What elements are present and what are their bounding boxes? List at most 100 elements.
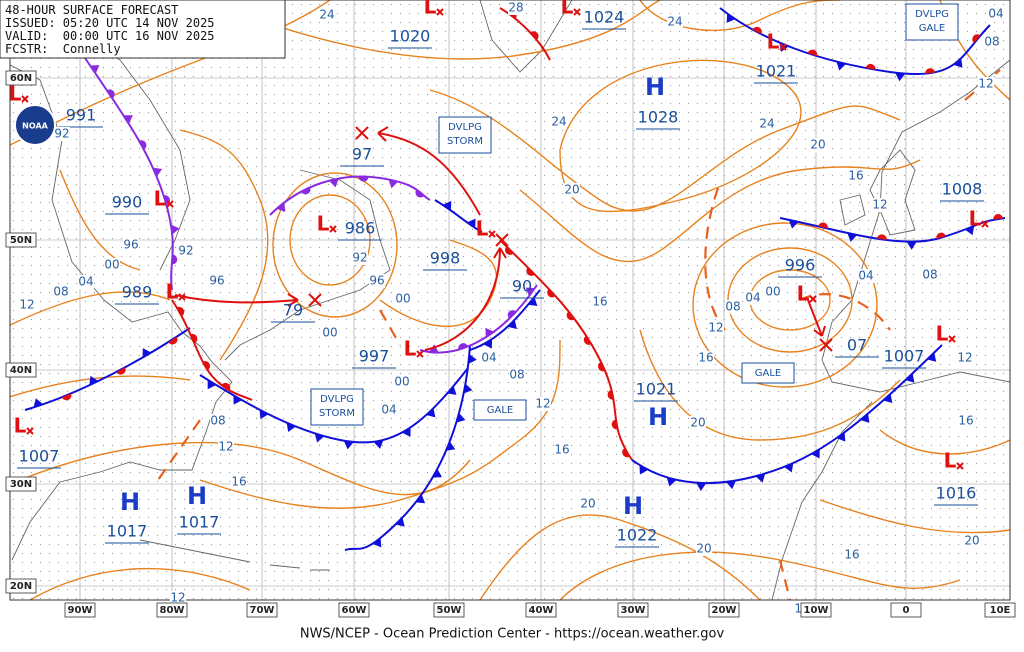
front-triangle — [447, 385, 457, 395]
front-triangle — [442, 201, 452, 211]
pressure-label: 79 — [283, 301, 303, 320]
coastlines — [10, 0, 1010, 600]
low-position — [495, 233, 509, 247]
longitude-label: 90W — [68, 605, 93, 616]
low-x — [26, 427, 34, 435]
pressure-label: 1021 — [756, 62, 797, 81]
low-x — [573, 8, 581, 16]
front-triangle — [883, 393, 893, 404]
pressure-center: H 1028 — [636, 73, 680, 130]
front-triangle — [726, 13, 736, 23]
front-triangle — [895, 72, 906, 82]
longitude-label: 70W — [250, 605, 275, 616]
isobar-label: 20 — [690, 416, 705, 430]
pressure-label: 989 — [122, 283, 153, 302]
isobar-label-bg — [848, 169, 864, 183]
front-triangle — [755, 473, 766, 483]
warning-box — [741, 362, 795, 384]
front-semicircle — [139, 140, 147, 150]
pressure-label: 1017 — [179, 513, 220, 532]
isobar-label-bg — [509, 368, 525, 382]
logo-text: NOAA — [22, 122, 48, 131]
isobar-label: 12 — [957, 351, 972, 365]
low-position — [819, 338, 833, 352]
front-triangle — [639, 465, 649, 475]
warning: DVLPG STORM — [310, 388, 364, 426]
front-semicircle — [221, 382, 231, 391]
front-triangle — [466, 218, 476, 229]
low-x — [416, 350, 424, 358]
front-semicircle — [202, 361, 211, 371]
front-triangle — [432, 468, 442, 478]
pressure-label: 1022 — [617, 526, 658, 545]
front-triangle — [142, 348, 152, 358]
isobar-label-bg — [964, 534, 980, 548]
isobar-label: 20 — [810, 138, 825, 152]
isobar-label-bg — [844, 548, 860, 562]
front-triangle — [446, 441, 456, 451]
front-triangle — [343, 440, 354, 450]
pressure-center: L 1016 — [934, 449, 978, 506]
front-triangle — [726, 480, 737, 490]
low-x — [981, 220, 989, 228]
isobar-label-bg — [696, 542, 712, 556]
warning-text: DVLPG STORM — [319, 394, 355, 419]
isobar-label-bg — [984, 35, 1000, 49]
low-symbol: L — [969, 207, 982, 231]
isobar-label-bg — [988, 7, 1004, 21]
front-stat — [779, 214, 1006, 250]
front-line — [631, 344, 943, 485]
front-triangle — [286, 422, 296, 433]
isobar-label: 12 — [535, 397, 550, 411]
longitude-label: 0 — [903, 605, 910, 616]
low-x — [436, 8, 444, 16]
isobar-label: 04 — [745, 291, 760, 305]
isobar-label: 16 — [592, 295, 607, 309]
isobar-label-bg — [381, 403, 397, 417]
low-symbol: L — [797, 282, 810, 306]
pressure-center: 79 — [271, 293, 322, 323]
front-triangle — [259, 409, 269, 420]
front-occl — [269, 175, 431, 216]
graticule — [10, 0, 1010, 600]
isobar-label: 08 — [53, 285, 68, 299]
isobar-label: 08 — [984, 35, 999, 49]
isobar-label: 12 — [218, 440, 233, 454]
isobar-label-bg — [765, 285, 781, 299]
front-line — [469, 289, 541, 351]
pressure-label: 1028 — [638, 108, 679, 127]
pressure-label: 1007 — [884, 347, 925, 366]
warning-box — [473, 399, 527, 421]
front-line — [434, 199, 483, 233]
pressure-center: L 1024 — [561, 0, 626, 30]
isobar-label: 20 — [696, 542, 711, 556]
front-semicircle — [358, 176, 369, 182]
longitude-label-box — [708, 602, 740, 618]
longitude-label: 30W — [621, 605, 646, 616]
high-symbol: H — [187, 482, 207, 510]
high-symbol: H — [120, 488, 140, 516]
isobar-label-bg — [210, 414, 226, 428]
latitude-label: 50N — [10, 235, 32, 246]
isobar-label: 00 — [322, 326, 337, 340]
front-triangle — [395, 517, 405, 527]
front-triangle — [90, 65, 100, 74]
front-line — [171, 299, 253, 401]
isobar-label-bg — [369, 274, 385, 288]
isobar-label-bg — [872, 198, 888, 212]
isobar-label-bg — [19, 298, 35, 312]
warning-box — [438, 116, 492, 154]
isobar-label-bg — [178, 244, 194, 258]
isobar-label: 12 — [170, 591, 185, 605]
isobar-label-bg — [170, 591, 186, 605]
isobar-label: 04 — [78, 275, 93, 289]
isobar-label-bg — [667, 15, 683, 29]
logo — [14, 104, 56, 146]
front-triangle — [788, 219, 799, 229]
isobar-label: 96 — [209, 274, 224, 288]
warning: DVLPG GALE — [905, 3, 959, 41]
low-position — [355, 126, 369, 140]
isobar-label: 08 — [922, 268, 937, 282]
front-triangle — [528, 297, 538, 306]
